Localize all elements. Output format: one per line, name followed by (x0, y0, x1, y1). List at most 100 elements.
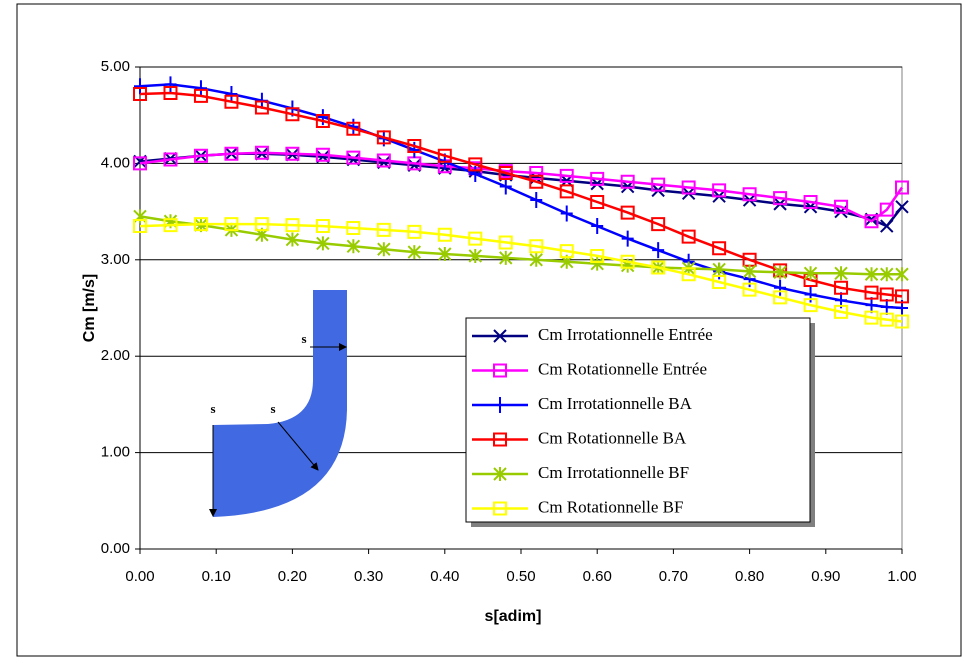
point (346, 220, 361, 235)
point (468, 157, 483, 172)
point (560, 205, 573, 222)
point (742, 187, 757, 202)
point (880, 267, 894, 282)
point (285, 146, 300, 161)
legend-marker (493, 363, 507, 378)
point (895, 180, 909, 195)
point (225, 85, 238, 102)
point (559, 168, 574, 183)
point (559, 244, 574, 259)
point (879, 202, 894, 217)
point (315, 113, 330, 128)
x-tick-label: 0.20 (278, 568, 307, 585)
point (773, 191, 788, 206)
point (712, 183, 727, 198)
point (133, 86, 147, 101)
point (315, 147, 330, 162)
point (712, 274, 727, 289)
point (864, 267, 879, 282)
legend-label: Cm Rotationnelle Entrée (538, 359, 707, 378)
point (879, 287, 894, 302)
point (224, 217, 239, 232)
point (895, 314, 909, 329)
point (163, 152, 178, 167)
x-tick-label: 0.70 (659, 568, 688, 585)
point (651, 260, 666, 275)
point (864, 285, 879, 300)
point (834, 199, 849, 214)
point (879, 312, 894, 327)
point (285, 107, 300, 122)
point (620, 205, 635, 220)
y-tick-label: 0.00 (101, 540, 130, 557)
point (865, 297, 878, 314)
point (377, 242, 391, 257)
legend-marker (494, 397, 506, 413)
point (133, 219, 147, 234)
y-tick-label: 3.00 (101, 251, 130, 268)
inset-label: s (270, 401, 275, 416)
x-tick-label: 0.30 (354, 568, 383, 585)
point (316, 109, 329, 126)
legend-label: Cm Rotationnelle BA (538, 428, 687, 447)
point (134, 78, 146, 95)
inset-label: s (301, 331, 306, 346)
legend-label: Cm Irrotationnelle Entrée (538, 325, 713, 344)
legend-marker (493, 432, 507, 447)
x-tick-label: 0.60 (583, 568, 612, 585)
point (468, 231, 483, 246)
inset-label: s (210, 401, 215, 416)
legend-marker (493, 501, 507, 516)
point (834, 280, 849, 295)
point (834, 304, 849, 319)
point (194, 80, 207, 97)
point (469, 166, 482, 183)
point (193, 148, 208, 163)
point (590, 171, 605, 186)
point (681, 180, 696, 195)
point (346, 150, 361, 165)
point (407, 245, 422, 260)
point (773, 290, 788, 305)
point (164, 76, 177, 93)
point (864, 214, 879, 229)
point (591, 218, 604, 235)
x-tick-label: 0.80 (735, 568, 764, 585)
point (590, 194, 605, 209)
legend-marker (493, 467, 507, 481)
x-tick-label: 0.90 (811, 568, 840, 585)
point (742, 282, 757, 297)
point (346, 121, 361, 136)
point (712, 241, 727, 256)
point (254, 145, 269, 160)
point (529, 174, 544, 189)
point (407, 156, 422, 171)
point (651, 177, 666, 192)
point (285, 232, 300, 247)
point (530, 192, 543, 209)
point (408, 141, 421, 158)
point (620, 254, 635, 269)
point (254, 217, 269, 232)
x-tick-label: 1.00 (887, 568, 916, 585)
x-axis-title: s[adim] (485, 608, 542, 625)
point (712, 262, 726, 277)
point (438, 247, 452, 262)
point (376, 153, 391, 168)
point (376, 222, 391, 237)
point (590, 256, 604, 271)
series-line (139, 151, 904, 223)
point (834, 266, 848, 281)
point (193, 217, 208, 232)
point (681, 267, 696, 282)
point (895, 200, 909, 214)
point (895, 289, 909, 304)
point (315, 219, 330, 234)
point (224, 94, 239, 109)
x-tick-label: 0.10 (202, 568, 231, 585)
y-tick-label: 1.00 (101, 444, 130, 461)
point (864, 310, 879, 325)
point (559, 184, 574, 199)
y-tick-label: 2.00 (101, 347, 130, 364)
